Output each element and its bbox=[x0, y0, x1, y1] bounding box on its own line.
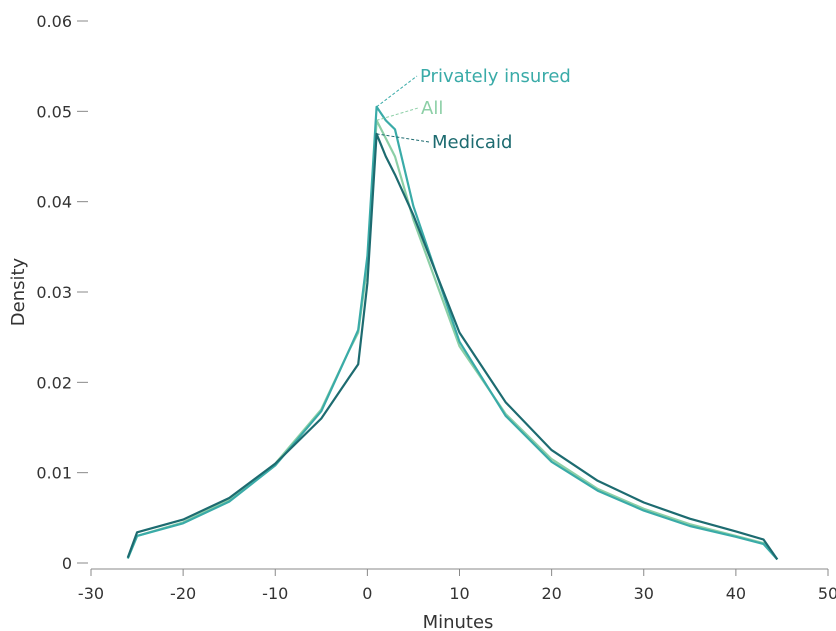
x-tick-label: 20 bbox=[541, 584, 561, 603]
x-tick-label: 0 bbox=[362, 584, 372, 603]
x-tick-label: 10 bbox=[449, 584, 469, 603]
x-tick-label: -20 bbox=[170, 584, 196, 603]
series-line-privately-insured bbox=[126, 105, 779, 561]
label-leader-privately-insured bbox=[376, 75, 418, 108]
series-line-all bbox=[126, 119, 779, 561]
y-tick-label: 0.05 bbox=[36, 102, 72, 121]
x-tick-label: 40 bbox=[726, 584, 746, 603]
x-tick-label: -30 bbox=[78, 584, 104, 603]
y-axis: 0 0.01 0.02 0.03 0.04 0.05 0.06 bbox=[36, 12, 88, 573]
plot-lines bbox=[126, 105, 779, 561]
series-label-privately-insured: Privately insured bbox=[420, 66, 571, 87]
series-labels: All Privately insured Medicaid bbox=[376, 66, 571, 153]
x-axis: -30 -20 -10 0 10 20 30 40 50 bbox=[78, 568, 836, 603]
y-tick-label: 0.04 bbox=[36, 193, 72, 212]
y-tick-label: 0.01 bbox=[36, 464, 72, 483]
x-axis-title: Minutes bbox=[423, 612, 494, 631]
y-tick-label: 0 bbox=[62, 554, 72, 573]
y-axis-title: Density bbox=[8, 257, 29, 326]
x-tick-label: 50 bbox=[818, 584, 836, 603]
series-label-medicaid: Medicaid bbox=[432, 132, 512, 153]
y-tick-label: 0.02 bbox=[36, 373, 72, 392]
series-line-medicaid bbox=[126, 132, 779, 561]
label-leader-all bbox=[376, 107, 419, 121]
x-tick-label: 30 bbox=[634, 584, 654, 603]
y-tick-label: 0.03 bbox=[36, 283, 72, 302]
label-leader-medicaid bbox=[376, 133, 430, 143]
y-tick-label: 0.06 bbox=[36, 12, 72, 31]
series-label-all: All bbox=[421, 98, 443, 119]
x-tick-label: -10 bbox=[262, 584, 288, 603]
